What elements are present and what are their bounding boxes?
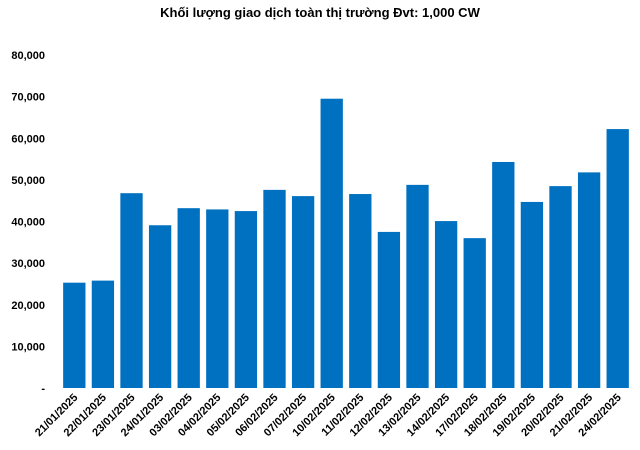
bar — [406, 184, 429, 388]
bar — [606, 129, 629, 388]
bar — [91, 280, 115, 388]
bar — [520, 201, 544, 388]
bar — [234, 211, 258, 388]
y-tick-label: 40,000 — [11, 217, 45, 229]
bar — [148, 225, 172, 388]
chart-title: Khối lượng giao dịch toàn thị trường Đvt… — [160, 5, 480, 20]
bar — [120, 193, 143, 388]
y-tick-label: 30,000 — [11, 258, 45, 270]
bar — [492, 161, 515, 388]
bar — [577, 172, 601, 388]
bar — [63, 282, 86, 388]
bar — [206, 209, 229, 388]
bar — [349, 194, 372, 388]
y-tick-label: - — [41, 383, 45, 395]
bar — [463, 238, 486, 388]
x-axis: 21/01/202522/01/202523/01/202524/01/2025… — [33, 392, 624, 439]
y-tick-label: 10,000 — [11, 341, 45, 353]
y-tick-label: 20,000 — [11, 300, 45, 312]
bar — [549, 186, 572, 388]
y-axis: - 10,000 20,000 30,000 40,000 50,000 60,000 70,… — [11, 50, 45, 395]
y-tick-label: 50,000 — [11, 175, 45, 187]
y-tick-label: 70,000 — [11, 92, 45, 104]
bars — [63, 98, 629, 389]
bar — [263, 189, 286, 388]
y-tick-label: 60,000 — [11, 133, 45, 145]
bar — [320, 98, 343, 389]
y-tick-label: 80,000 — [11, 50, 45, 62]
bar — [177, 208, 200, 388]
bar — [291, 196, 315, 388]
bar — [434, 221, 458, 388]
bar — [377, 231, 401, 388]
